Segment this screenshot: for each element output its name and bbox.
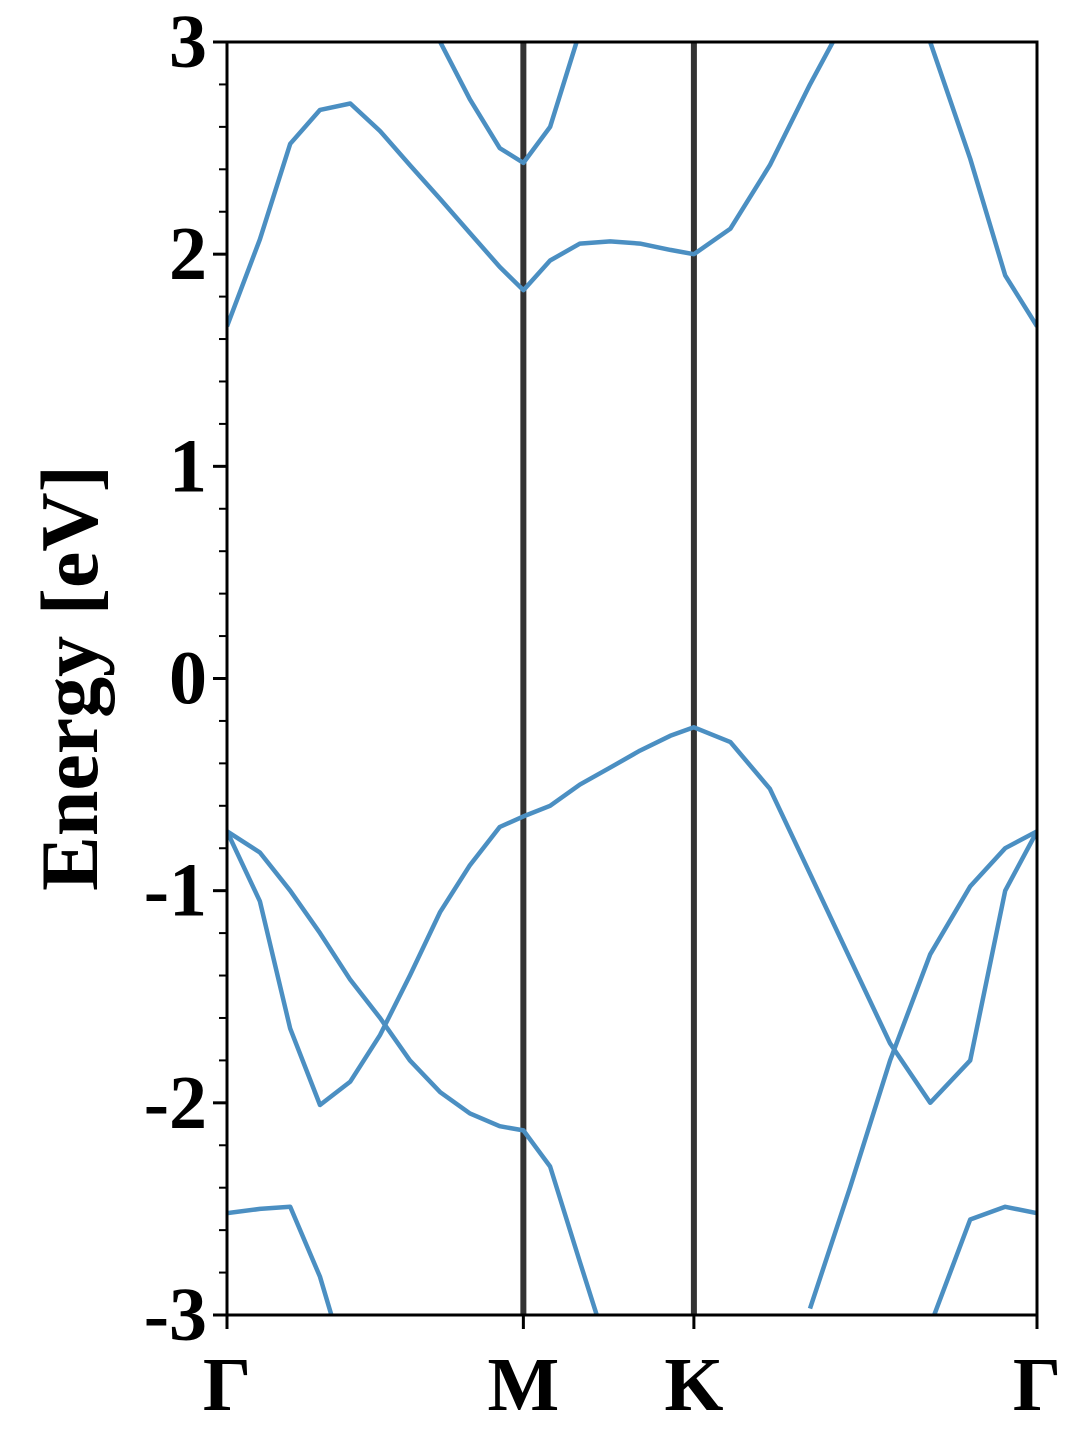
x-tick-label: M	[487, 1343, 559, 1427]
band-line	[227, 42, 1037, 328]
band-line	[437, 42, 579, 166]
plot-frame	[225, 40, 1039, 1317]
band-line	[227, 829, 1037, 1315]
y-tick-label: 1	[169, 424, 207, 508]
y-tick-label: -1	[144, 849, 207, 933]
y-tick-label: 2	[169, 212, 207, 296]
y-tick-label: 3	[169, 0, 207, 84]
y-tick-label: 0	[169, 637, 207, 721]
band-line	[227, 1204, 1037, 1315]
y-tick-label: -2	[144, 1061, 207, 1145]
y-axis-label: Energy [eV]	[24, 465, 115, 891]
x-tick-label: Γ	[1013, 1343, 1061, 1427]
x-tick-label: Γ	[203, 1343, 251, 1427]
x-tick-label: K	[664, 1343, 723, 1427]
y-tick-label: -3	[144, 1273, 207, 1357]
plot-area	[227, 42, 1037, 1315]
band-line	[227, 725, 1037, 1108]
